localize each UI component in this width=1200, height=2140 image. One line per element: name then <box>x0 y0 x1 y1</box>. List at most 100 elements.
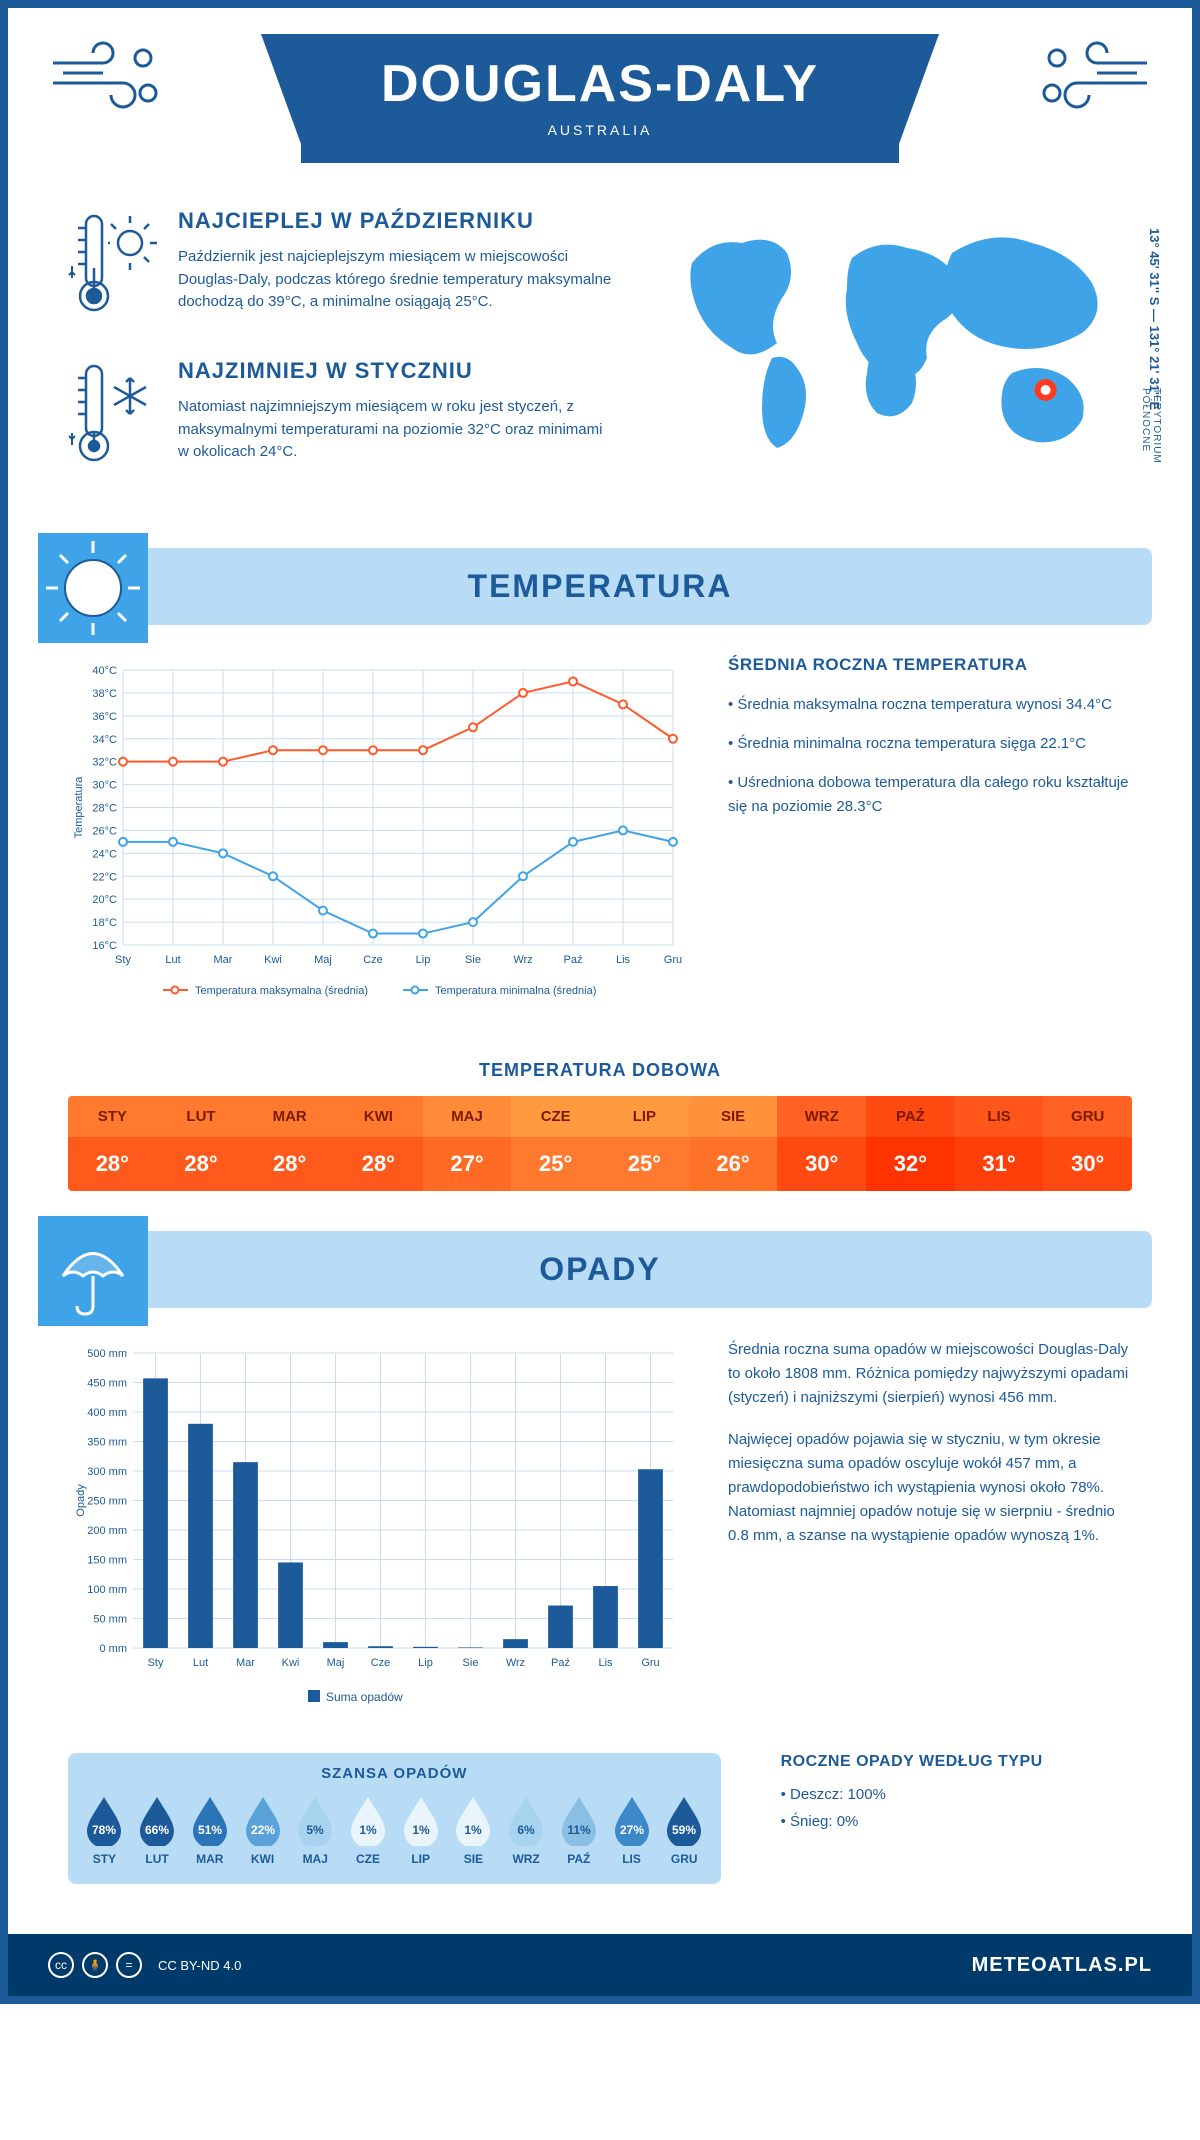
daily-temp-table: STY28°LUT28°MAR28°KWI28°MAJ27°CZE25°LIP2… <box>68 1096 1132 1191</box>
temperature-content: 16°C18°C20°C22°C24°C26°C28°C30°C32°C34°C… <box>8 625 1192 1050</box>
temp-col-value: 30° <box>1043 1137 1132 1191</box>
rain-types: ROCZNE OPADY WEDŁUG TYPU • Deszcz: 100%•… <box>761 1753 1132 1884</box>
temp-table-col: MAJ27° <box>423 1096 512 1191</box>
svg-text:1%: 1% <box>359 1823 377 1837</box>
svg-text:Gru: Gru <box>664 954 682 966</box>
temp-col-month: LIS <box>955 1096 1044 1137</box>
temp-table-col: CZE25° <box>511 1096 600 1191</box>
wind-icon <box>1032 38 1152 130</box>
svg-text:Sie: Sie <box>463 1657 479 1669</box>
temp-col-month: SIE <box>689 1096 778 1137</box>
temp-table-col: SIE26° <box>689 1096 778 1191</box>
svg-text:6%: 6% <box>517 1823 535 1837</box>
svg-text:27%: 27% <box>620 1823 644 1837</box>
raindrop-icon: 22% <box>242 1794 284 1846</box>
temp-col-value: 28° <box>68 1137 157 1191</box>
temp-info-item: Uśredniona dobowa temperatura dla całego… <box>728 771 1132 819</box>
world-map-icon <box>652 208 1132 468</box>
temp-col-month: LUT <box>157 1096 246 1137</box>
svg-text:Cze: Cze <box>371 1657 391 1669</box>
raindrop-icon: 1% <box>347 1794 389 1846</box>
temp-col-value: 26° <box>689 1137 778 1191</box>
raindrop-icon: 6% <box>505 1794 547 1846</box>
precipitation-banner: OPADY <box>48 1231 1152 1308</box>
rain-chance-item: 59% GRU <box>658 1794 711 1866</box>
precipitation-content: 0 mm50 mm100 mm150 mm200 mm250 mm300 mm3… <box>8 1308 1192 1753</box>
svg-text:250 mm: 250 mm <box>87 1496 127 1508</box>
svg-text:51%: 51% <box>198 1823 222 1837</box>
rain-chance-month: PAŹ <box>552 1852 605 1866</box>
svg-text:Suma opadów: Suma opadów <box>326 1690 403 1704</box>
svg-text:66%: 66% <box>145 1823 169 1837</box>
temperature-chart: 16°C18°C20°C22°C24°C26°C28°C30°C32°C34°C… <box>68 655 688 1020</box>
temp-col-month: LIP <box>600 1096 689 1137</box>
rain-chance-month: STY <box>78 1852 131 1866</box>
svg-text:18°C: 18°C <box>92 917 117 929</box>
title-banner: DOUGLAS-DALY AUSTRALIA <box>301 34 899 163</box>
temp-table-col: LIP25° <box>600 1096 689 1191</box>
svg-text:22%: 22% <box>251 1823 275 1837</box>
by-icon: 🧍 <box>82 1952 108 1978</box>
rain-chance-month: SIE <box>447 1852 500 1866</box>
cold-text: Natomiast najzimniejszym miesiącem w rok… <box>178 396 612 464</box>
svg-text:500 mm: 500 mm <box>87 1348 127 1360</box>
umbrella-icon <box>38 1216 148 1326</box>
cc-icon: cc <box>48 1952 74 1978</box>
svg-text:50 mm: 50 mm <box>93 1614 127 1626</box>
svg-text:Maj: Maj <box>327 1657 345 1669</box>
raindrop-icon: 5% <box>294 1794 336 1846</box>
header: DOUGLAS-DALY AUSTRALIA <box>8 8 1192 188</box>
svg-text:Mar: Mar <box>214 954 233 966</box>
rain-chance-month: MAJ <box>289 1852 342 1866</box>
coordinates: 13° 45' 31'' S — 131° 21' 31'' E <box>1147 228 1162 410</box>
rain-chance-item: 27%LIS <box>605 1794 658 1866</box>
svg-text:Opady: Opady <box>75 1484 87 1517</box>
svg-text:22°C: 22°C <box>92 871 117 883</box>
sun-icon <box>38 533 148 643</box>
avg-temp-title: ŚREDNIA ROCZNA TEMPERATURA <box>728 655 1132 675</box>
svg-text:Paź: Paź <box>551 1657 570 1669</box>
svg-text:1%: 1% <box>412 1823 430 1837</box>
svg-text:Sty: Sty <box>148 1657 164 1669</box>
temp-info-item: Średnia maksymalna roczna temperatura wy… <box>728 693 1132 717</box>
city-name: DOUGLAS-DALY <box>381 54 819 114</box>
temp-table-col: GRU30° <box>1043 1096 1132 1191</box>
svg-text:59%: 59% <box>672 1823 696 1837</box>
svg-text:0 mm: 0 mm <box>100 1643 128 1655</box>
nd-icon: = <box>116 1952 142 1978</box>
rain-chance-month: GRU <box>658 1852 711 1866</box>
precipitation-title: OPADY <box>48 1251 1152 1288</box>
rain-chance-panel: SZANSA OPADÓW 78%STY66%LUT51%MAR22%KWI5%… <box>68 1753 721 1884</box>
temp-info-item: Średnia minimalna roczna temperatura się… <box>728 732 1132 756</box>
precipitation-chart: 0 mm50 mm100 mm150 mm200 mm250 mm300 mm3… <box>68 1338 688 1723</box>
rain-chance-item: 6%WRZ <box>500 1794 553 1866</box>
rain-types-title: ROCZNE OPADY WEDŁUG TYPU <box>781 1753 1132 1771</box>
temp-col-value: 25° <box>600 1137 689 1191</box>
svg-text:300 mm: 300 mm <box>87 1466 127 1478</box>
thermometer-sun-icon <box>68 208 158 323</box>
svg-text:Temperatura: Temperatura <box>73 776 85 839</box>
svg-text:Maj: Maj <box>314 954 332 966</box>
rain-chance-item: 5% MAJ <box>289 1794 342 1866</box>
rain-chance-month: MAR <box>183 1852 236 1866</box>
climate-notes: NAJCIEPLEJ W PAŹDZIERNIKU Październik je… <box>68 208 612 508</box>
temp-col-month: PAŹ <box>866 1096 955 1137</box>
rain-chance-month: LUT <box>131 1852 184 1866</box>
temperature-info: ŚREDNIA ROCZNA TEMPERATURA Średnia maksy… <box>728 655 1132 1020</box>
svg-text:78%: 78% <box>92 1823 116 1837</box>
temp-table-col: STY28° <box>68 1096 157 1191</box>
temp-col-value: 32° <box>866 1137 955 1191</box>
thermometer-snow-icon <box>68 358 158 473</box>
svg-text:Kwi: Kwi <box>282 1657 300 1669</box>
license: cc 🧍 = CC BY-ND 4.0 <box>48 1952 241 1978</box>
raindrop-icon: 1% <box>400 1794 442 1846</box>
raindrop-icon: 66% <box>136 1794 178 1846</box>
wind-icon <box>48 38 168 130</box>
svg-text:16°C: 16°C <box>92 940 117 952</box>
rain-chance-month: CZE <box>342 1852 395 1866</box>
temp-col-month: STY <box>68 1096 157 1137</box>
temp-table-col: LIS31° <box>955 1096 1044 1191</box>
rain-chance-item: 78% STY <box>78 1794 131 1866</box>
country-name: AUSTRALIA <box>381 122 819 138</box>
svg-text:150 mm: 150 mm <box>87 1555 127 1567</box>
